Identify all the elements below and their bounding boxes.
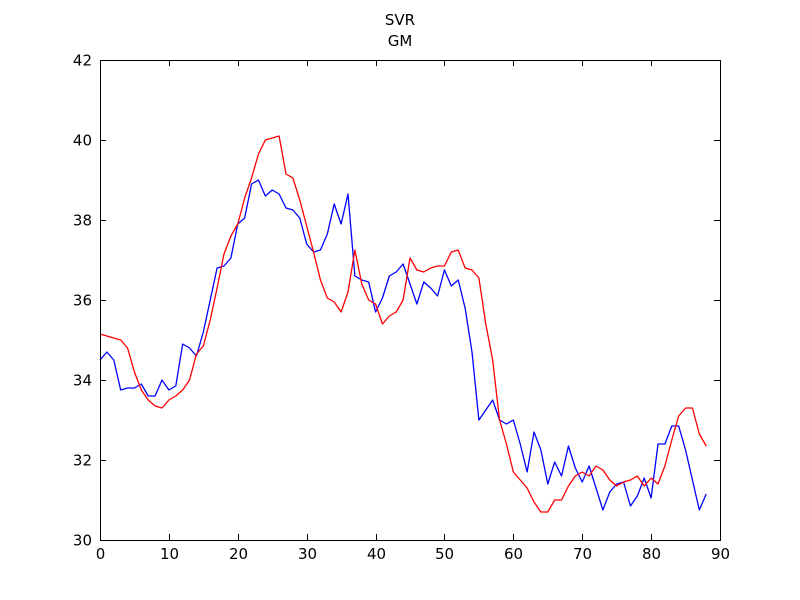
plot-lines — [99, 135, 707, 513]
x-tick-label: 80 — [642, 545, 661, 563]
y-tick-label: 38 — [73, 212, 92, 230]
y-tick-label: 34 — [73, 372, 92, 390]
x-tick-label: 20 — [229, 545, 248, 563]
chart-title-line-2: GM — [387, 32, 413, 50]
y-tick-label: 36 — [73, 292, 92, 310]
series-line-1 — [99, 135, 707, 513]
x-tick-label: 60 — [504, 545, 523, 563]
series-line-0 — [99, 179, 707, 511]
y-tick-label: 42 — [73, 52, 92, 70]
axes-frame — [100, 60, 721, 541]
y-tick-label: 40 — [73, 132, 92, 150]
x-tick-label: 40 — [367, 545, 386, 563]
chart-title-line-1: SVR — [384, 11, 416, 29]
y-tick-label: 32 — [73, 452, 92, 470]
x-tick-label: 70 — [573, 545, 592, 563]
axes-ticks: 0 10 20 30 40 50 60 70 80 90 30 32 34 36 38 40 42 — [73, 52, 730, 564]
x-tick-label: 30 — [298, 545, 317, 563]
x-tick-label: 0 — [96, 545, 106, 563]
x-tick-label: 10 — [160, 545, 179, 563]
y-tick-label: 30 — [73, 532, 92, 550]
x-tick-label: 90 — [711, 545, 730, 563]
x-tick-label: 50 — [435, 545, 454, 563]
